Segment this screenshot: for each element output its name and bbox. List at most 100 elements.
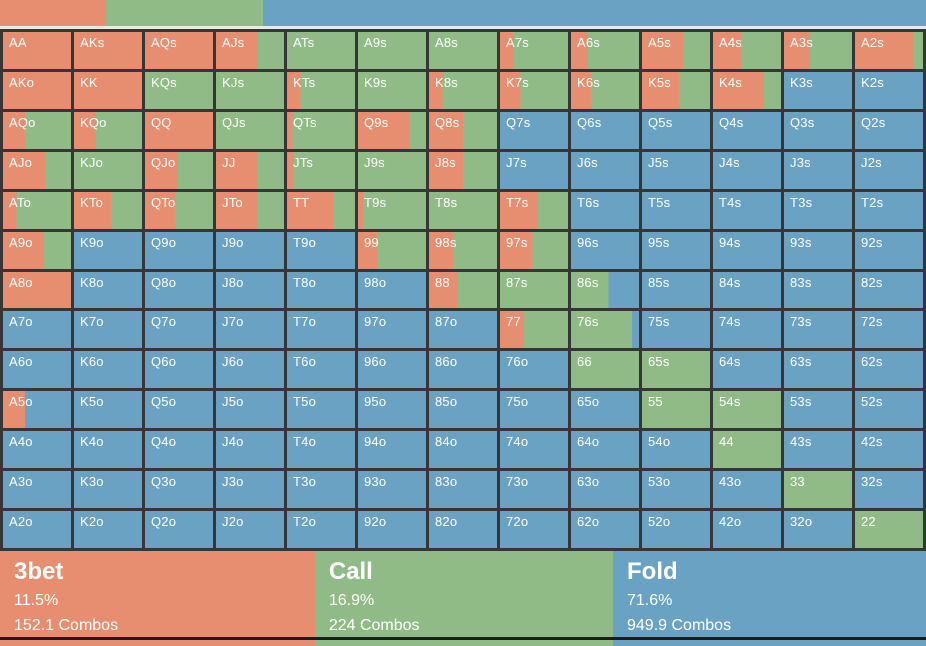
hand-cell-K7o[interactable]: K7o	[74, 311, 142, 349]
hand-cell-QJo[interactable]: QJo	[145, 151, 213, 189]
hand-cell-43s[interactable]: 43s	[784, 431, 852, 469]
hand-cell-T5o[interactable]: T5o	[287, 391, 355, 429]
hand-cell-AA[interactable]: AA	[3, 32, 71, 69]
hand-cell-94o[interactable]: 94o	[358, 431, 426, 469]
hand-cell-Q7o[interactable]: Q7o	[145, 311, 213, 349]
hand-cell-62o[interactable]: 62o	[571, 511, 639, 548]
hand-cell-Q3o[interactable]: Q3o	[145, 471, 213, 509]
hand-cell-T2s[interactable]: T2s	[855, 191, 923, 229]
hand-cell-75o[interactable]: 75o	[500, 391, 568, 429]
hand-cell-74o[interactable]: 74o	[500, 431, 568, 469]
hand-cell-95o[interactable]: 95o	[358, 391, 426, 429]
hand-cell-K9o[interactable]: K9o	[74, 231, 142, 269]
hand-cell-T4o[interactable]: T4o	[287, 431, 355, 469]
hand-cell-65o[interactable]: 65o	[571, 391, 639, 429]
hand-cell-J5o[interactable]: J5o	[216, 391, 284, 429]
hand-cell-55[interactable]: 55	[642, 391, 710, 429]
hand-cell-84s[interactable]: 84s	[713, 271, 781, 309]
hand-cell-K6s[interactable]: K6s	[571, 71, 639, 109]
hand-cell-Q8o[interactable]: Q8o	[145, 271, 213, 309]
hand-cell-A9o[interactable]: A9o	[3, 231, 71, 269]
hand-cell-87s[interactable]: 87s	[500, 271, 568, 309]
hand-cell-66[interactable]: 66	[571, 351, 639, 389]
hand-cell-A9s[interactable]: A9s	[358, 32, 426, 69]
hand-cell-99[interactable]: 99	[358, 231, 426, 269]
hand-cell-97s[interactable]: 97s	[500, 231, 568, 269]
hand-cell-K5s[interactable]: K5s	[642, 71, 710, 109]
hand-cell-94s[interactable]: 94s	[713, 231, 781, 269]
hand-cell-A8o[interactable]: A8o	[3, 271, 71, 309]
hand-cell-K2s[interactable]: K2s	[855, 71, 923, 109]
hand-cell-42o[interactable]: 42o	[713, 511, 781, 548]
hand-cell-KJo[interactable]: KJo	[74, 151, 142, 189]
hand-cell-J3s[interactable]: J3s	[784, 151, 852, 189]
hand-cell-A2s[interactable]: A2s	[855, 32, 923, 69]
hand-cell-AQo[interactable]: AQo	[3, 111, 71, 149]
hand-cell-85o[interactable]: 85o	[429, 391, 497, 429]
hand-cell-A6o[interactable]: A6o	[3, 351, 71, 389]
hand-cell-K8s[interactable]: K8s	[429, 71, 497, 109]
hand-cell-A4o[interactable]: A4o	[3, 431, 71, 469]
hand-cell-73o[interactable]: 73o	[500, 471, 568, 509]
hand-cell-64s[interactable]: 64s	[713, 351, 781, 389]
hand-cell-KQo[interactable]: KQo	[74, 111, 142, 149]
hand-cell-KTo[interactable]: KTo	[74, 191, 142, 229]
legend-fold-block[interactable]: Fold 71.6% 949.9 Combos	[613, 551, 926, 646]
hand-cell-T8s[interactable]: T8s	[429, 191, 497, 229]
hand-cell-98o[interactable]: 98o	[358, 271, 426, 309]
hand-cell-KK[interactable]: KK	[74, 71, 142, 109]
hand-cell-A5s[interactable]: A5s	[642, 32, 710, 69]
legend-call-block[interactable]: Call 16.9% 224 Combos	[314, 551, 613, 646]
hand-cell-Q5s[interactable]: Q5s	[642, 111, 710, 149]
hand-cell-J3o[interactable]: J3o	[216, 471, 284, 509]
hand-cell-72o[interactable]: 72o	[500, 511, 568, 548]
hand-cell-54o[interactable]: 54o	[642, 431, 710, 469]
hand-cell-Q9o[interactable]: Q9o	[145, 231, 213, 269]
hand-cell-86s[interactable]: 86s	[571, 271, 639, 309]
hand-cell-K2o[interactable]: K2o	[74, 511, 142, 548]
hand-cell-A3s[interactable]: A3s	[784, 32, 852, 69]
hand-cell-Q9s[interactable]: Q9s	[358, 111, 426, 149]
hand-cell-85s[interactable]: 85s	[642, 271, 710, 309]
hand-cell-K3s[interactable]: K3s	[784, 71, 852, 109]
hand-cell-T7s[interactable]: T7s	[500, 191, 568, 229]
hand-cell-A2o[interactable]: A2o	[3, 511, 71, 548]
hand-cell-JTo[interactable]: JTo	[216, 191, 284, 229]
hand-cell-93s[interactable]: 93s	[784, 231, 852, 269]
hand-cell-AJo[interactable]: AJo	[3, 151, 71, 189]
hand-cell-98s[interactable]: 98s	[429, 231, 497, 269]
hand-cell-KQs[interactable]: KQs	[145, 71, 213, 109]
hand-cell-T5s[interactable]: T5s	[642, 191, 710, 229]
hand-cell-52o[interactable]: 52o	[642, 511, 710, 548]
hand-cell-84o[interactable]: 84o	[429, 431, 497, 469]
hand-cell-J9s[interactable]: J9s	[358, 151, 426, 189]
hand-cell-ATo[interactable]: ATo	[3, 191, 71, 229]
hand-cell-J2o[interactable]: J2o	[216, 511, 284, 548]
hand-cell-QTs[interactable]: QTs	[287, 111, 355, 149]
hand-cell-Q5o[interactable]: Q5o	[145, 391, 213, 429]
hand-cell-J4o[interactable]: J4o	[216, 431, 284, 469]
hand-cell-86o[interactable]: 86o	[429, 351, 497, 389]
hand-cell-T7o[interactable]: T7o	[287, 311, 355, 349]
hand-cell-96s[interactable]: 96s	[571, 231, 639, 269]
hand-cell-65s[interactable]: 65s	[642, 351, 710, 389]
hand-cell-T3o[interactable]: T3o	[287, 471, 355, 509]
hand-cell-92s[interactable]: 92s	[855, 231, 923, 269]
hand-cell-TT[interactable]: TT	[287, 191, 355, 229]
hand-cell-T3s[interactable]: T3s	[784, 191, 852, 229]
hand-cell-A7s[interactable]: A7s	[500, 32, 568, 69]
hand-cell-T6o[interactable]: T6o	[287, 351, 355, 389]
hand-cell-44[interactable]: 44	[713, 431, 781, 469]
hand-cell-53o[interactable]: 53o	[642, 471, 710, 509]
hand-cell-Q6s[interactable]: Q6s	[571, 111, 639, 149]
hand-cell-93o[interactable]: 93o	[358, 471, 426, 509]
hand-cell-Q4s[interactable]: Q4s	[713, 111, 781, 149]
hand-cell-QQ[interactable]: QQ	[145, 111, 213, 149]
hand-cell-K9s[interactable]: K9s	[358, 71, 426, 109]
hand-cell-K4s[interactable]: K4s	[713, 71, 781, 109]
hand-cell-JTs[interactable]: JTs	[287, 151, 355, 189]
hand-cell-53s[interactable]: 53s	[784, 391, 852, 429]
hand-cell-95s[interactable]: 95s	[642, 231, 710, 269]
hand-cell-77[interactable]: 77	[500, 311, 568, 349]
hand-cell-KTs[interactable]: KTs	[287, 71, 355, 109]
